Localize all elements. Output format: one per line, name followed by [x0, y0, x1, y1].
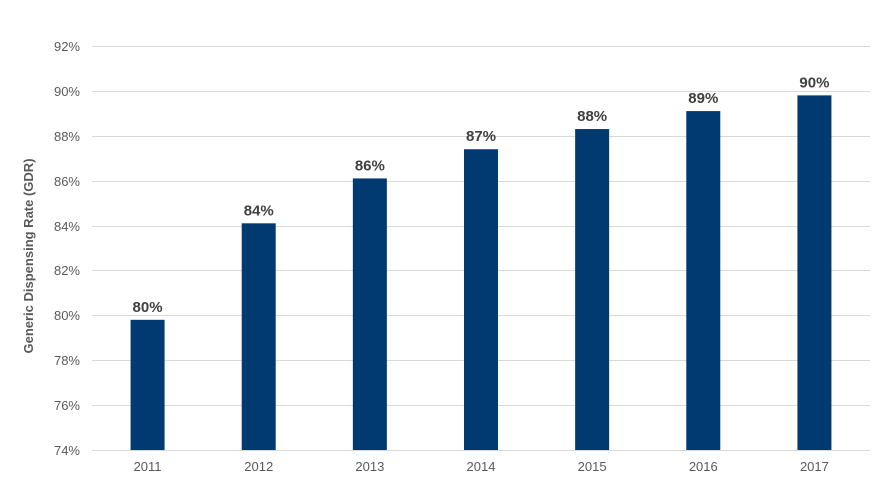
y-axis-title: Generic Dispensing Rate (GDR): [21, 158, 36, 353]
bar-2011: [130, 319, 165, 450]
bar-2014: [464, 149, 498, 450]
bar-2012: [241, 223, 276, 450]
data-labels: 80% 84% 86% 87% 88% 89% 90%: [133, 74, 830, 315]
data-label-2017: 90%: [799, 74, 829, 91]
bar-2013: [352, 178, 387, 450]
x-tick-label: 2013: [355, 459, 384, 474]
bar-2015: [575, 129, 610, 451]
bar-2016: [686, 111, 721, 450]
y-tick-label: 90%: [54, 84, 80, 99]
x-tick-label: 2012: [244, 459, 273, 474]
y-tick-label: 74%: [54, 443, 80, 458]
x-axis-ticks: 2011 2012 2013 2014 2015 2016 2017: [134, 459, 829, 474]
bar-2017: [797, 95, 832, 450]
x-tick-label: 2011: [134, 459, 162, 474]
data-label-2015: 88%: [577, 108, 607, 125]
x-tick-label: 2017: [800, 459, 829, 474]
y-tick-label: 82%: [54, 263, 80, 278]
y-tick-label: 84%: [54, 219, 80, 234]
data-label-2016: 89%: [688, 90, 718, 107]
data-label-2013: 86%: [355, 157, 385, 174]
y-tick-label: 92%: [54, 39, 80, 54]
data-label-2014: 87%: [466, 128, 496, 145]
y-tick-label: 78%: [54, 353, 80, 368]
y-tick-label: 76%: [54, 398, 80, 413]
data-label-2012: 84%: [244, 202, 274, 219]
data-label-2011: 80%: [133, 299, 163, 316]
y-axis-ticks: 74% 76% 78% 80% 82% 84% 86% 88% 90% 92%: [54, 39, 80, 458]
x-tick-label: 2014: [467, 459, 496, 474]
y-tick-label: 86%: [54, 174, 80, 189]
x-tick-label: 2016: [689, 459, 718, 474]
x-tick-label: 2015: [578, 459, 607, 474]
bars: [130, 95, 832, 451]
y-tick-label: 88%: [54, 129, 80, 144]
y-tick-label: 80%: [54, 308, 80, 323]
